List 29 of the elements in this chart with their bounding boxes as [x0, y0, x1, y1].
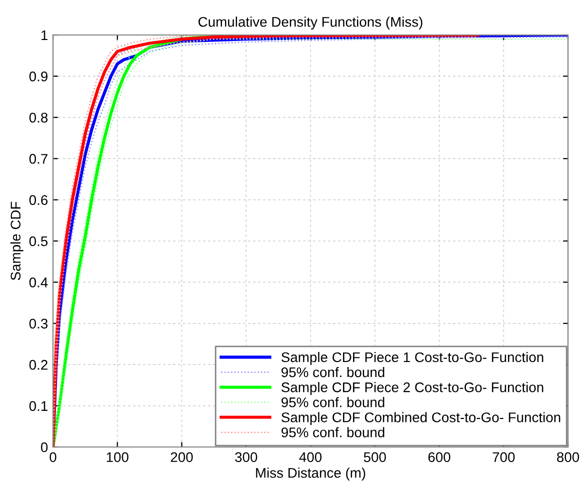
x-tick-label: 600 [428, 452, 450, 462]
x-tick-label: 100 [106, 452, 128, 462]
x-tick-label: 300 [235, 452, 258, 462]
x-tick-label: 800 [557, 452, 580, 462]
chart-title: Cumulative Density Functions (Miss) [198, 16, 422, 30]
x-axis-title: Miss Distance (m) [256, 468, 366, 481]
legend-label: 95% conf. bound [282, 427, 384, 438]
y-tick-label: 0.7 [29, 154, 48, 164]
y-tick-label: 1 [41, 30, 48, 40]
y-tick-label: 0.1 [29, 401, 48, 411]
legend-label: 95% conf. bound [282, 397, 384, 408]
x-tick-label: 200 [170, 452, 193, 462]
y-tick-label: 0.6 [29, 195, 48, 205]
legend-label: Sample CDF Piece 2 Cost-to-Go- Function [282, 382, 544, 395]
y-tick-label: 0.2 [29, 360, 48, 370]
y-axis-title: Sample CDF [10, 202, 24, 280]
legend-label: Sample CDF Piece 1 Cost-to-Go- Function [282, 352, 544, 365]
y-tick-label: 0.8 [29, 112, 48, 123]
y-tick-label: 0.5 [29, 236, 48, 246]
x-tick-label: 500 [364, 452, 386, 462]
x-tick-label: 700 [492, 452, 515, 462]
x-tick-label: 0 [50, 452, 56, 462]
y-tick-label: 0.9 [29, 72, 48, 82]
legend-label: 95% conf. bound [282, 366, 384, 378]
legend-label: Sample CDF Combined Cost-to-Go- Function [282, 412, 560, 426]
y-tick-label: 0.4 [29, 278, 48, 288]
x-tick-label: 400 [299, 452, 322, 462]
y-tick-label: 0 [40, 442, 48, 452]
y-tick-label: 0.3 [29, 318, 48, 329]
